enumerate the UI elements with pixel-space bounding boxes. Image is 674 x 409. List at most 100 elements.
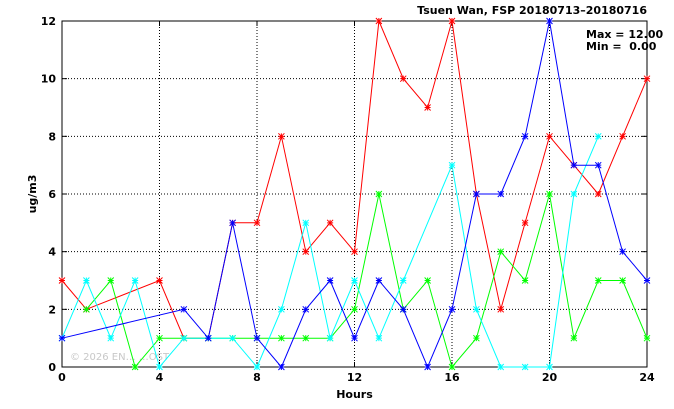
data-point [643, 334, 651, 342]
series-line [86, 193, 648, 369]
y-tick-label: 12 [41, 15, 56, 28]
data-point [448, 305, 456, 313]
x-tick-label: 16 [444, 371, 460, 384]
data-point [253, 219, 261, 227]
data-point [643, 277, 651, 284]
series-group [58, 17, 651, 371]
data-point [180, 305, 188, 313]
data-point [497, 190, 505, 198]
data-point [643, 75, 651, 83]
chart-title: Tsuen Wan, FSP 20180713–20180716 [417, 4, 647, 17]
data-point [521, 363, 529, 371]
grid-lines [62, 21, 647, 367]
x-axis-label: Hours [336, 388, 373, 401]
data-point [497, 363, 505, 371]
data-point [156, 277, 163, 284]
y-axis-label: ug/m3 [26, 175, 39, 214]
data-point [570, 161, 578, 169]
data-point [521, 277, 529, 284]
data-point [594, 132, 602, 140]
x-tick-label: 0 [58, 371, 66, 384]
x-tick-label: 8 [253, 371, 261, 384]
y-tick-label: 4 [48, 246, 56, 259]
data-point [546, 190, 553, 198]
data-point [326, 277, 334, 284]
data-point [546, 132, 553, 140]
data-point [156, 363, 163, 371]
data-point [546, 363, 553, 371]
data-point [619, 132, 626, 140]
series-2 [83, 190, 651, 371]
data-point [351, 334, 358, 342]
y-tick-label: 6 [48, 188, 56, 201]
y-tick-label: 10 [41, 73, 57, 86]
data-point [619, 248, 626, 256]
y-tick-label: 8 [48, 130, 56, 143]
data-point [424, 104, 431, 111]
data-point [131, 277, 139, 284]
data-point [253, 334, 261, 342]
data-point [375, 277, 383, 284]
data-point [424, 363, 431, 371]
data-point [58, 277, 66, 284]
data-point [570, 190, 578, 198]
y-tick-label: 0 [48, 361, 56, 374]
y-tick-label: 2 [48, 303, 56, 316]
data-point [424, 277, 431, 284]
data-point [594, 190, 602, 198]
data-point [497, 305, 505, 313]
data-point [302, 248, 310, 256]
data-point [619, 277, 626, 284]
x-tick-label: 4 [156, 371, 164, 384]
data-point [448, 17, 456, 25]
data-point [326, 334, 334, 342]
data-point [473, 190, 480, 198]
data-point [375, 334, 383, 342]
data-point [351, 305, 358, 313]
data-point [302, 219, 310, 227]
data-point [278, 363, 285, 371]
data-point [302, 305, 310, 313]
data-point [229, 219, 236, 227]
data-point [375, 190, 383, 198]
data-point [375, 17, 383, 25]
data-point [278, 132, 285, 140]
data-point [448, 161, 456, 169]
data-point [204, 334, 212, 342]
data-point [156, 334, 163, 342]
data-point [278, 305, 285, 313]
data-point [473, 305, 480, 313]
max-stat-label: Max = 12.00 [586, 28, 663, 41]
data-point [180, 334, 188, 342]
data-point [83, 277, 90, 284]
data-point [107, 334, 115, 342]
data-point [107, 277, 115, 284]
data-point [253, 363, 261, 371]
data-point [229, 334, 236, 342]
data-point [399, 75, 407, 83]
data-point [278, 334, 285, 342]
data-point [58, 334, 66, 342]
x-tick-label: 12 [347, 371, 362, 384]
data-point [83, 305, 90, 313]
data-point [521, 219, 529, 227]
data-point [473, 334, 480, 342]
x-tick-label: 24 [639, 371, 655, 384]
data-point [351, 277, 358, 284]
data-point [302, 334, 310, 342]
data-point [546, 17, 553, 25]
data-point [399, 305, 407, 313]
series-4 [58, 17, 651, 371]
series-line [61, 136, 599, 369]
data-point [351, 248, 358, 256]
x-tick-label: 20 [542, 371, 558, 384]
data-point [131, 363, 139, 371]
data-point [521, 132, 529, 140]
data-point [594, 161, 602, 169]
data-point [399, 277, 407, 284]
series-line [61, 19, 648, 339]
data-point [570, 334, 578, 342]
data-point [326, 219, 334, 227]
